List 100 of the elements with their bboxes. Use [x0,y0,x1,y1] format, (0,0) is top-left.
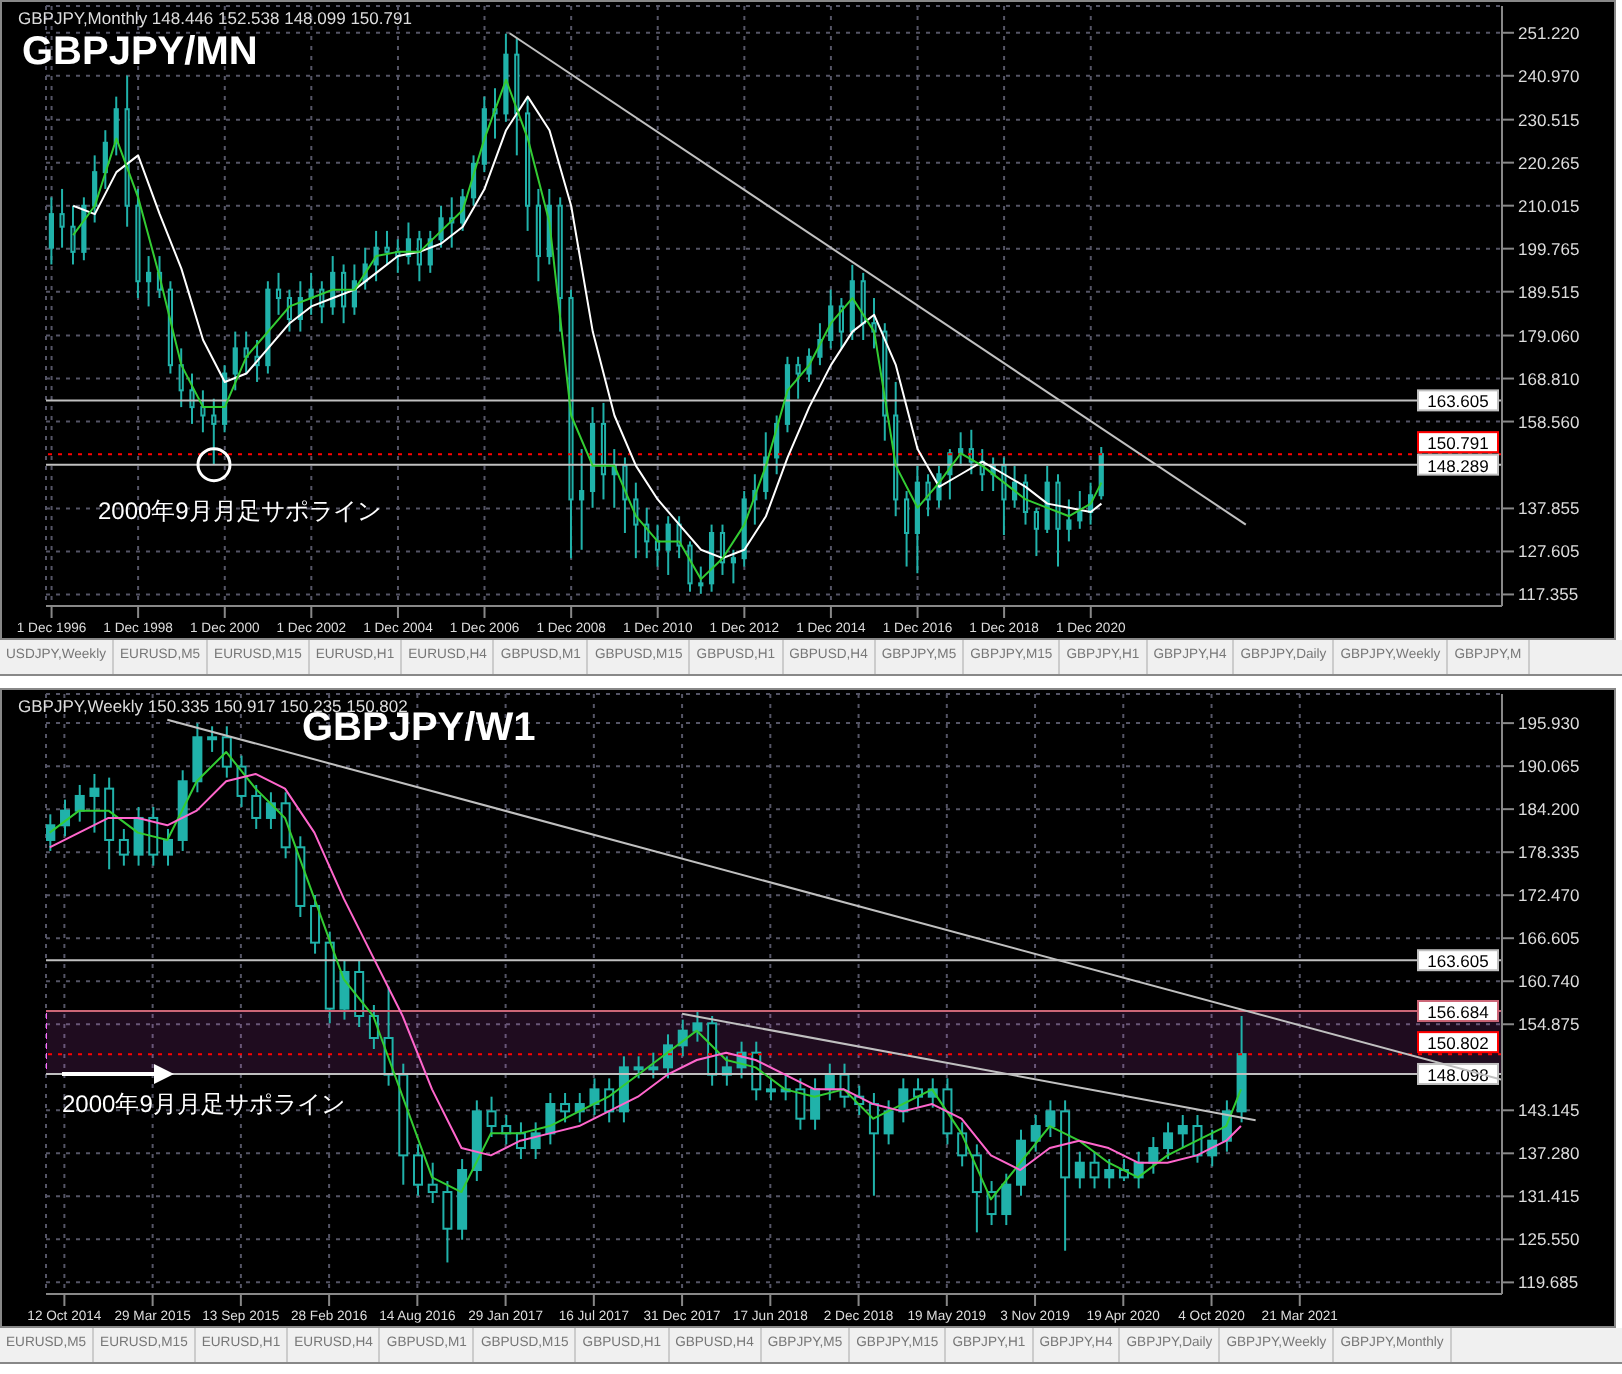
candlestick [192,722,203,794]
y-tick-label: 189.515 [1518,281,1580,302]
ref-line-label: 150.791 [1427,433,1490,454]
y-tick-label: 220.265 [1518,152,1580,173]
candlestick [1030,1114,1041,1153]
y-tick-label: 143.145 [1518,1100,1580,1121]
candlestick [189,372,195,425]
chart-subtitle: GBPJPY,Monthly 148.446 152.538 148.099 150.791 [18,8,412,28]
candlestick [817,322,823,367]
candlestick [589,1077,600,1117]
y-tick-label: 131.415 [1518,1186,1580,1207]
candlestick [648,1051,659,1080]
candlestick [486,1095,497,1139]
annotation: 2000年9月月足サポライン [62,1089,345,1118]
candlestick [48,196,54,266]
candlestick [1066,498,1072,543]
candlestick [795,355,801,400]
candlestick [438,204,444,249]
candlestick [221,725,232,779]
candlestick [133,805,144,867]
candlestick [232,330,238,392]
y-tick-label: 184.200 [1518,799,1580,820]
candlestick [1089,1150,1100,1190]
candlestick [89,772,100,834]
candlestick [373,229,379,283]
candlestick [251,783,262,830]
y-tick-label: 137.855 [1518,498,1580,519]
candlestick [903,490,910,568]
candlestick [828,288,834,350]
candlestick [280,791,291,860]
candlestick [1001,456,1007,537]
candlestick [925,473,931,518]
candlestick [692,1010,703,1043]
candlestick [622,456,628,534]
candlestick [211,397,217,466]
candlestick [698,565,704,595]
candlestick [795,1077,806,1131]
candlestick [942,1077,953,1146]
candlestick [838,297,844,350]
candlestick [765,1077,776,1102]
candlestick [1033,506,1039,558]
candlestick [427,1161,438,1205]
candlestick [413,1143,423,1197]
candlestick [46,813,56,852]
candlestick [810,1077,821,1131]
candlestick [310,893,321,955]
candlestick [883,1099,894,1146]
y-tick-label: 137.280 [1518,1143,1580,1164]
y-tick-label: 166.605 [1518,928,1580,949]
y-tick-label: 154.875 [1518,1014,1580,1035]
y-tick-label: 172.470 [1518,885,1580,906]
candlestick [59,187,65,249]
candlestick [416,229,422,283]
y-tick-label: 178.335 [1518,842,1580,863]
candlestick [871,297,877,350]
y-tick-label: 195.930 [1518,713,1580,734]
candlestick [654,523,661,568]
ref-line-label: 156.684 [1427,1001,1490,1022]
y-tick-label: 160.740 [1518,971,1580,992]
annotation: 2000年9月月足サポライン [97,496,381,525]
candlestick [339,959,350,1021]
candlestick [1074,1150,1085,1190]
candlestick [265,791,276,830]
candlestick [442,1180,453,1264]
y-tick-label: 190.065 [1518,756,1580,777]
candlestick [665,515,671,576]
ref-line-label: 148.098 [1427,1064,1490,1085]
candlestick [200,389,206,434]
candlestick [560,1092,571,1124]
candlestick [118,827,129,867]
ref-line-label: 150.802 [1427,1033,1490,1054]
candlestick [384,229,390,266]
y-tick-label: 230.515 [1518,109,1580,130]
y-tick-label: 127.605 [1518,541,1580,562]
candlestick [1104,1158,1115,1190]
candlestick [1077,490,1083,530]
y-tick-label: 199.765 [1518,238,1580,259]
candlestick [1163,1121,1174,1161]
text: GBPJPY/MN [22,30,258,76]
candlestick [913,1077,924,1109]
candlestick [1177,1114,1188,1150]
candlestick [730,548,736,585]
candlestick [1045,1099,1056,1139]
candlestick [146,255,152,308]
ref-line-label: 163.605 [1427,391,1490,412]
candlestick [148,805,159,867]
ref-line-label: 148.289 [1427,455,1490,476]
candlestick [530,1121,541,1161]
y-tick-label: 210.015 [1518,195,1580,216]
y-tick-label: 240.970 [1518,65,1580,86]
candlestick [162,827,173,867]
y-tick-label: 158.560 [1518,411,1580,432]
candlestick [633,1055,644,1080]
candlestick [1055,473,1061,568]
ref-line-label: 163.605 [1427,951,1490,972]
candlestick [275,271,282,316]
y-tick-label: 119.685 [1518,1272,1579,1293]
candlestick [207,725,218,753]
candlestick [1148,1136,1159,1175]
candlestick [1001,1172,1012,1227]
